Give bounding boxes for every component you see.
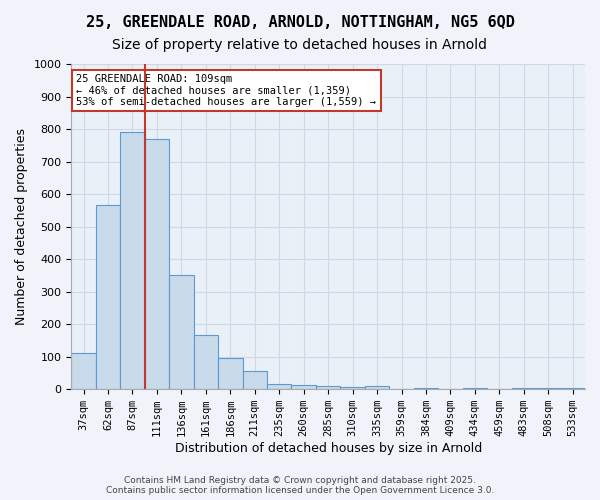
Text: 25 GREENDALE ROAD: 109sqm
← 46% of detached houses are smaller (1,359)
53% of se: 25 GREENDALE ROAD: 109sqm ← 46% of detac…	[76, 74, 376, 107]
Bar	[365, 386, 389, 389]
Bar	[512, 388, 536, 389]
Bar	[145, 139, 169, 389]
Bar	[194, 334, 218, 389]
X-axis label: Distribution of detached houses by size in Arnold: Distribution of detached houses by size …	[175, 442, 482, 455]
Bar	[169, 276, 194, 389]
Y-axis label: Number of detached properties: Number of detached properties	[15, 128, 28, 325]
Bar	[316, 386, 340, 389]
Bar	[267, 384, 292, 389]
Bar	[242, 372, 267, 389]
Bar	[560, 388, 585, 389]
Text: Size of property relative to detached houses in Arnold: Size of property relative to detached ho…	[113, 38, 487, 52]
Text: 25, GREENDALE ROAD, ARNOLD, NOTTINGHAM, NG5 6QD: 25, GREENDALE ROAD, ARNOLD, NOTTINGHAM, …	[86, 15, 514, 30]
Bar	[536, 388, 560, 389]
Bar	[218, 358, 242, 389]
Bar	[414, 388, 438, 389]
Bar	[120, 132, 145, 389]
Bar	[463, 388, 487, 389]
Bar	[340, 386, 365, 389]
Bar	[96, 206, 120, 389]
Bar	[292, 386, 316, 389]
Bar	[71, 354, 96, 389]
Text: Contains HM Land Registry data © Crown copyright and database right 2025.
Contai: Contains HM Land Registry data © Crown c…	[106, 476, 494, 495]
